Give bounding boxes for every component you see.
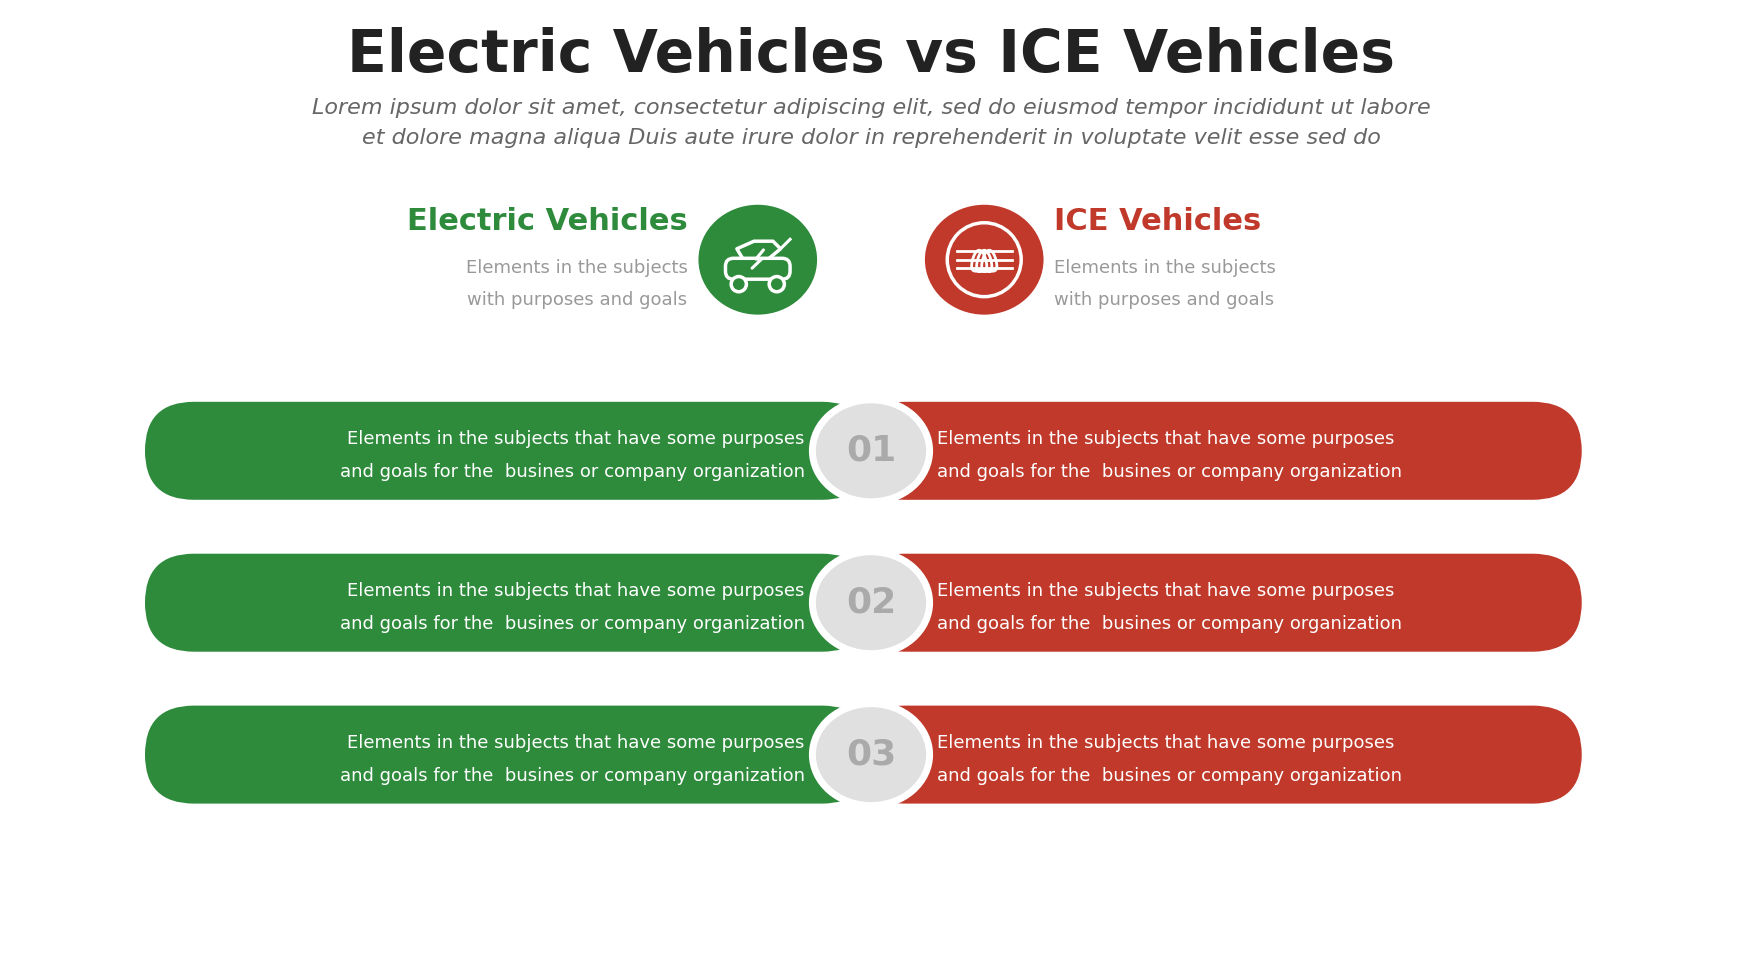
FancyBboxPatch shape (145, 554, 871, 652)
FancyBboxPatch shape (855, 402, 1582, 500)
Text: Electric Vehicles vs ICE Vehicles: Electric Vehicles vs ICE Vehicles (347, 26, 1395, 83)
Circle shape (770, 276, 784, 292)
Text: with purposes and goals: with purposes and goals (1054, 291, 1275, 309)
FancyBboxPatch shape (855, 554, 1582, 652)
Text: and goals for the  busines or company organization: and goals for the busines or company org… (340, 615, 805, 633)
Ellipse shape (812, 400, 930, 502)
Text: and goals for the  busines or company organization: and goals for the busines or company org… (937, 767, 1402, 785)
Text: 03: 03 (847, 738, 895, 771)
Text: and goals for the  busines or company organization: and goals for the busines or company org… (340, 767, 805, 785)
Circle shape (732, 276, 746, 292)
Text: and goals for the  busines or company organization: and goals for the busines or company org… (937, 464, 1402, 481)
Text: Elements in the subjects that have some purposes: Elements in the subjects that have some … (937, 582, 1395, 600)
Text: Lorem ipsum dolor sit amet, consectetur adipiscing elit, sed do eiusmod tempor i: Lorem ipsum dolor sit amet, consectetur … (312, 98, 1430, 118)
FancyBboxPatch shape (145, 402, 871, 500)
Text: ICE Vehicles: ICE Vehicles (1054, 207, 1261, 236)
FancyBboxPatch shape (855, 706, 1582, 804)
Text: 01: 01 (847, 434, 895, 467)
Ellipse shape (922, 202, 1047, 318)
Text: with purposes and goals: with purposes and goals (467, 291, 688, 309)
Text: Elements in the subjects that have some purposes: Elements in the subjects that have some … (937, 430, 1395, 448)
Text: and goals for the  busines or company organization: and goals for the busines or company org… (340, 464, 805, 481)
Text: Elements in the subjects that have some purposes: Elements in the subjects that have some … (937, 734, 1395, 752)
Ellipse shape (812, 552, 930, 654)
Text: Elements in the subjects that have some purposes: Elements in the subjects that have some … (347, 734, 805, 752)
Ellipse shape (695, 202, 820, 318)
Text: Elements in the subjects that have some purposes: Elements in the subjects that have some … (347, 582, 805, 600)
Text: Electric Vehicles: Electric Vehicles (408, 207, 688, 236)
Text: Elements in the subjects: Elements in the subjects (465, 259, 688, 276)
Text: Elements in the subjects: Elements in the subjects (1054, 259, 1277, 276)
Text: and goals for the  busines or company organization: and goals for the busines or company org… (937, 615, 1402, 633)
Text: et dolore magna aliqua Duis aute irure dolor in reprehenderit in voluptate velit: et dolore magna aliqua Duis aute irure d… (362, 128, 1380, 148)
Text: Elements in the subjects that have some purposes: Elements in the subjects that have some … (347, 430, 805, 448)
FancyBboxPatch shape (145, 706, 871, 804)
Ellipse shape (812, 704, 930, 806)
Text: 02: 02 (847, 586, 895, 619)
